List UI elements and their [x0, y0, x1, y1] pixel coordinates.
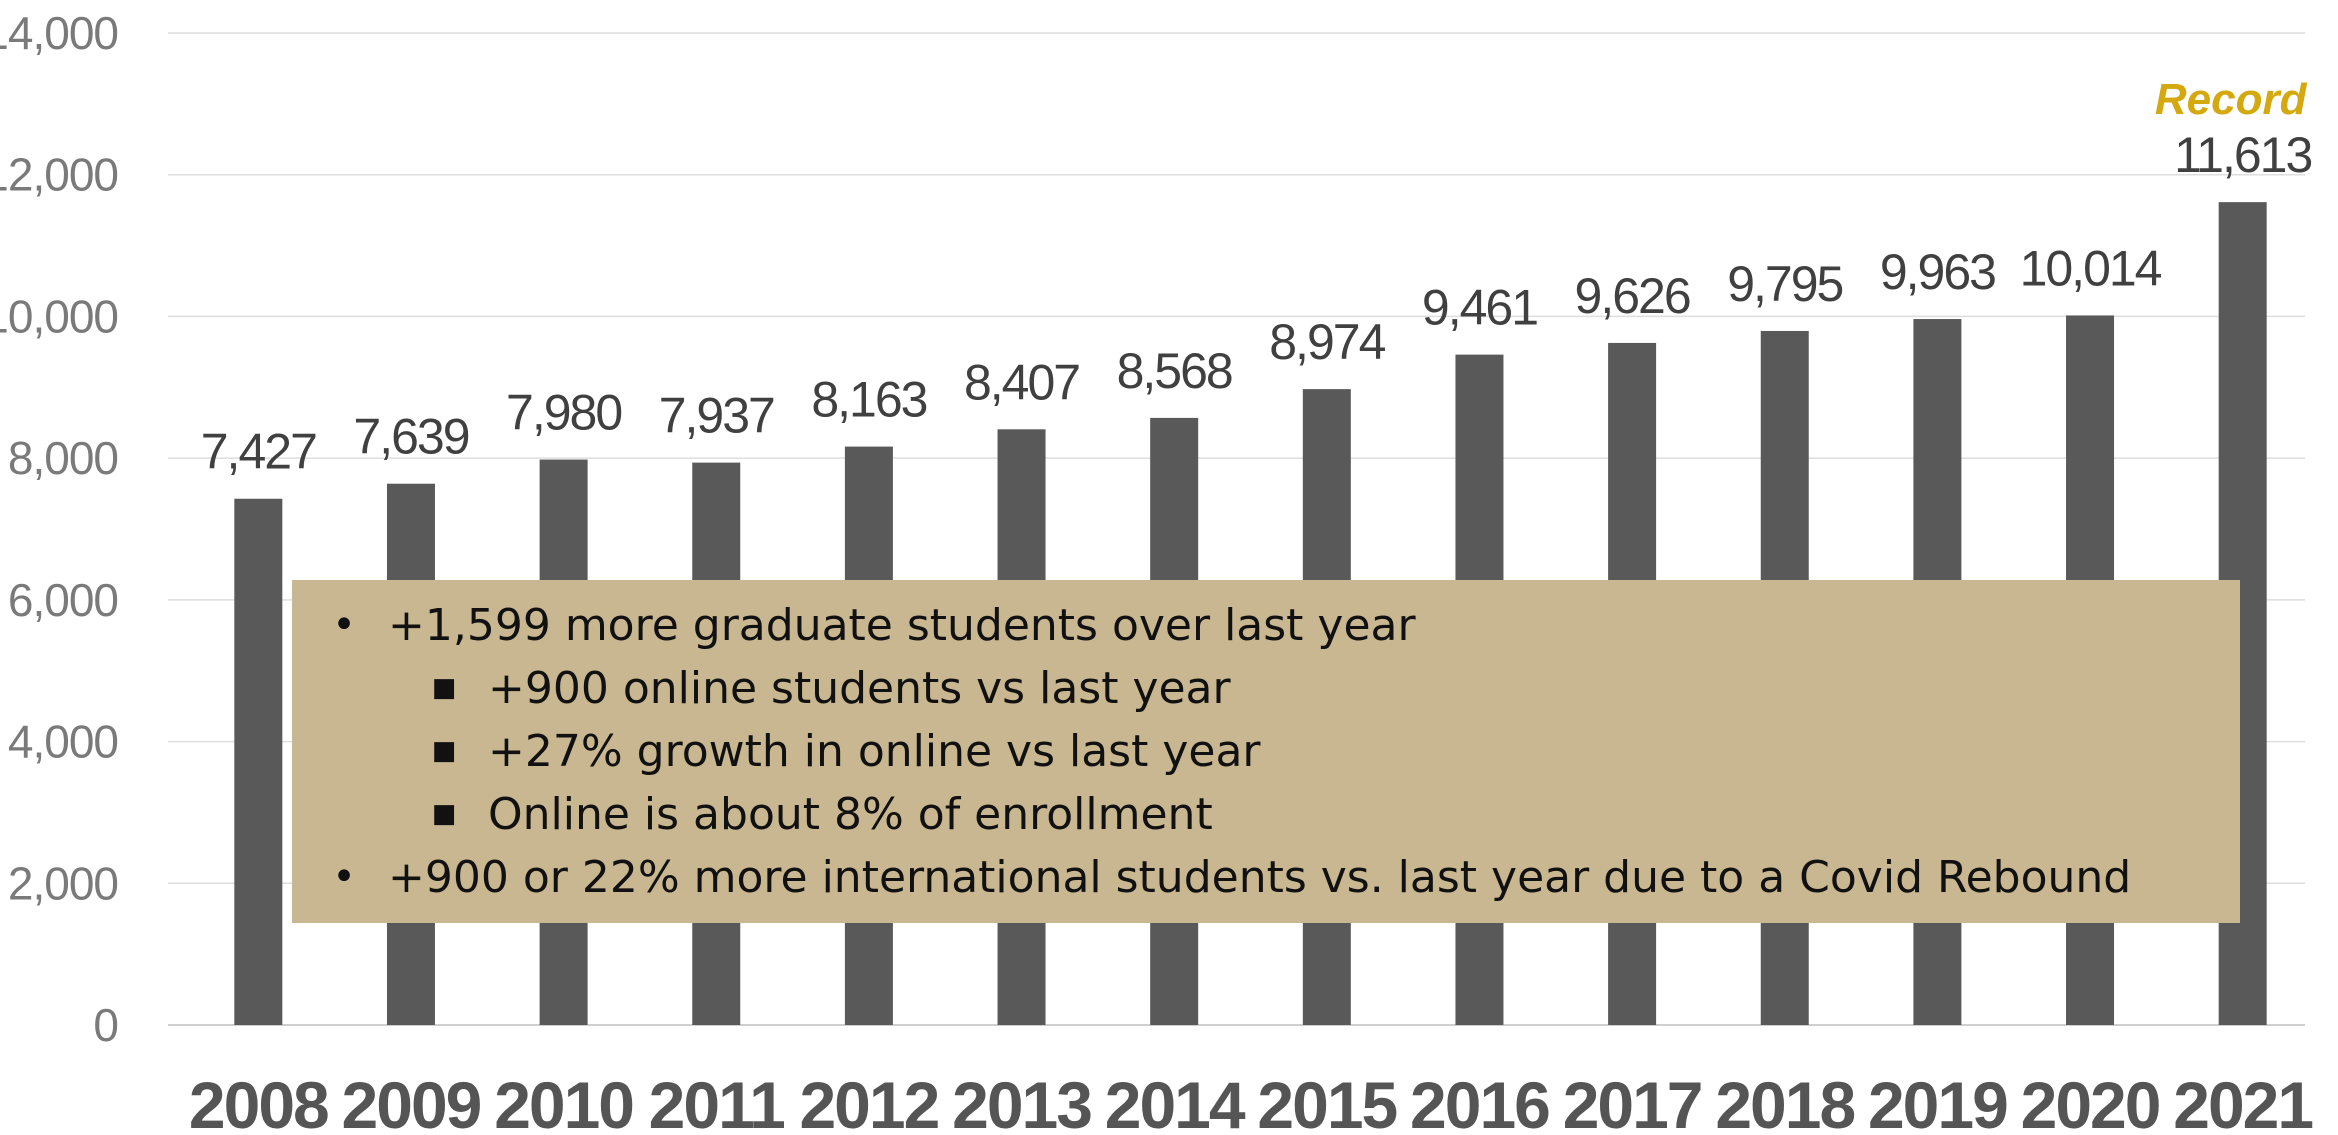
bullet-text: +1,599 more graduate students over last … — [388, 600, 1416, 651]
callout-bullet-level-1: • +900 or 22% more international students… — [312, 846, 2240, 909]
data-label: 9,461 — [1422, 280, 1537, 336]
x-tick-label: 2019 — [1868, 1068, 2007, 1135]
data-labels: 7,427 7,639 7,980 7,937 8,163 8,407 8,568 8,974… — [201, 127, 2314, 480]
bullet-text: +900 or 22% more international students … — [388, 852, 2132, 903]
bar-2008 — [234, 498, 283, 1025]
data-label: 11,613 — [2174, 127, 2311, 183]
y-tick-label: 8,000 — [8, 432, 118, 484]
x-tick-label: 2017 — [1563, 1068, 1702, 1135]
x-tick-label: 2016 — [1410, 1068, 1549, 1135]
callout-bullet-level-2: ■ +900 online students vs last year — [312, 657, 2240, 720]
y-tick-label: 2,000 — [8, 857, 118, 909]
callout-bullet-level-2: ■ Online is about 8% of enrollment — [312, 783, 2240, 846]
bullet-marker-icon: ■ — [431, 673, 457, 703]
data-label: 10,014 — [2020, 240, 2162, 296]
y-tick-label: 14,000 — [0, 7, 118, 59]
data-label: 7,980 — [506, 385, 621, 441]
record-annotation: Record — [2155, 75, 2308, 124]
y-tick-label: 12,000 — [0, 149, 118, 201]
data-label: 7,427 — [201, 424, 316, 480]
x-tick-label: 2020 — [2021, 1068, 2160, 1135]
y-tick-label: 4,000 — [8, 716, 118, 768]
x-tick-label: 2021 — [2173, 1068, 2312, 1135]
callout-bullet-level-1: • +1,599 more graduate students over last… — [312, 594, 2240, 657]
data-label: 8,568 — [1117, 343, 1232, 399]
bullet-marker-icon: ■ — [431, 736, 457, 766]
bullet-marker-icon: • — [332, 602, 356, 648]
x-tick-label: 2014 — [1105, 1068, 1246, 1135]
y-tick-label: 6,000 — [8, 574, 118, 626]
y-axis-ticks: 0 2,000 4,000 6,000 8,000 10,000 12,000 14,000 — [0, 7, 119, 1051]
data-label: 8,163 — [811, 372, 926, 428]
bullet-marker-icon: ■ — [431, 799, 457, 829]
bullet-text: Online is about 8% of enrollment — [488, 789, 1213, 840]
y-tick-label: 10,000 — [0, 290, 118, 342]
callout-bullet-level-2: ■ +27% growth in online vs last year — [312, 720, 2240, 783]
x-tick-label: 2015 — [1257, 1068, 1396, 1135]
x-tick-label: 2010 — [494, 1068, 633, 1135]
x-tick-label: 2011 — [649, 1068, 784, 1135]
data-label: 9,626 — [1575, 268, 1690, 324]
data-label: 7,937 — [659, 388, 774, 444]
bullet-text: +900 online students vs last year — [488, 663, 1231, 714]
y-tick-label: 0 — [93, 999, 118, 1051]
data-label: 9,795 — [1727, 256, 1842, 312]
data-label: 7,639 — [353, 409, 468, 465]
x-tick-label: 2018 — [1715, 1068, 1854, 1135]
summary-callout-box: • +1,599 more graduate students over last… — [292, 580, 2240, 923]
x-tick-label: 2009 — [342, 1068, 481, 1135]
data-label: 8,407 — [964, 354, 1079, 410]
data-label: 8,974 — [1269, 314, 1385, 370]
bullet-text: +27% growth in online vs last year — [488, 726, 1261, 777]
x-tick-label: 2012 — [799, 1068, 938, 1135]
bullet-marker-icon: • — [332, 854, 356, 900]
x-axis-ticks: 2008 2009 2010 2011 2012 2013 2014 2015 2016 2017… — [189, 1068, 2314, 1135]
x-tick-label: 2008 — [189, 1068, 328, 1135]
x-tick-label: 2013 — [952, 1068, 1091, 1135]
data-label: 9,963 — [1880, 244, 1995, 300]
